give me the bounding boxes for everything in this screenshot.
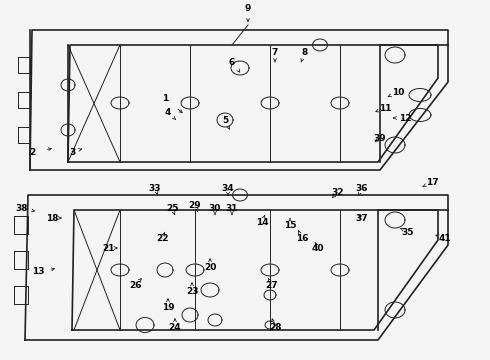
Text: 2: 2 (29, 148, 35, 157)
Text: 10: 10 (392, 87, 404, 96)
Text: 21: 21 (102, 243, 114, 252)
Text: 30: 30 (209, 203, 221, 212)
Text: 24: 24 (169, 324, 181, 333)
Text: 16: 16 (296, 234, 308, 243)
Text: 3: 3 (69, 148, 75, 157)
Text: 7: 7 (272, 48, 278, 57)
Text: 40: 40 (312, 243, 324, 252)
Text: 33: 33 (149, 184, 161, 193)
Text: 13: 13 (32, 267, 44, 276)
Text: 27: 27 (266, 280, 278, 289)
Text: 19: 19 (162, 303, 174, 312)
Text: 22: 22 (156, 234, 168, 243)
Text: 34: 34 (221, 184, 234, 193)
Text: 32: 32 (332, 188, 344, 197)
Text: 5: 5 (222, 116, 228, 125)
Text: 39: 39 (374, 134, 386, 143)
Text: 38: 38 (16, 203, 28, 212)
Text: 18: 18 (46, 213, 58, 222)
Text: 17: 17 (426, 177, 439, 186)
Text: 8: 8 (302, 48, 308, 57)
Text: 29: 29 (189, 201, 201, 210)
Text: 36: 36 (356, 184, 368, 193)
Text: 37: 37 (356, 213, 368, 222)
Text: 20: 20 (204, 264, 216, 273)
Text: 12: 12 (399, 113, 411, 122)
Text: 31: 31 (226, 203, 238, 212)
Text: 28: 28 (269, 324, 281, 333)
Text: 23: 23 (186, 288, 198, 297)
Text: 41: 41 (439, 234, 451, 243)
Text: 35: 35 (402, 228, 414, 237)
Text: 15: 15 (284, 220, 296, 230)
Text: 4: 4 (165, 108, 171, 117)
Text: 26: 26 (129, 280, 141, 289)
Text: 11: 11 (379, 104, 391, 113)
Text: 14: 14 (256, 217, 269, 226)
Text: 25: 25 (166, 203, 178, 212)
Text: 1: 1 (162, 94, 168, 103)
Text: 9: 9 (245, 4, 251, 13)
Text: 6: 6 (229, 58, 235, 67)
